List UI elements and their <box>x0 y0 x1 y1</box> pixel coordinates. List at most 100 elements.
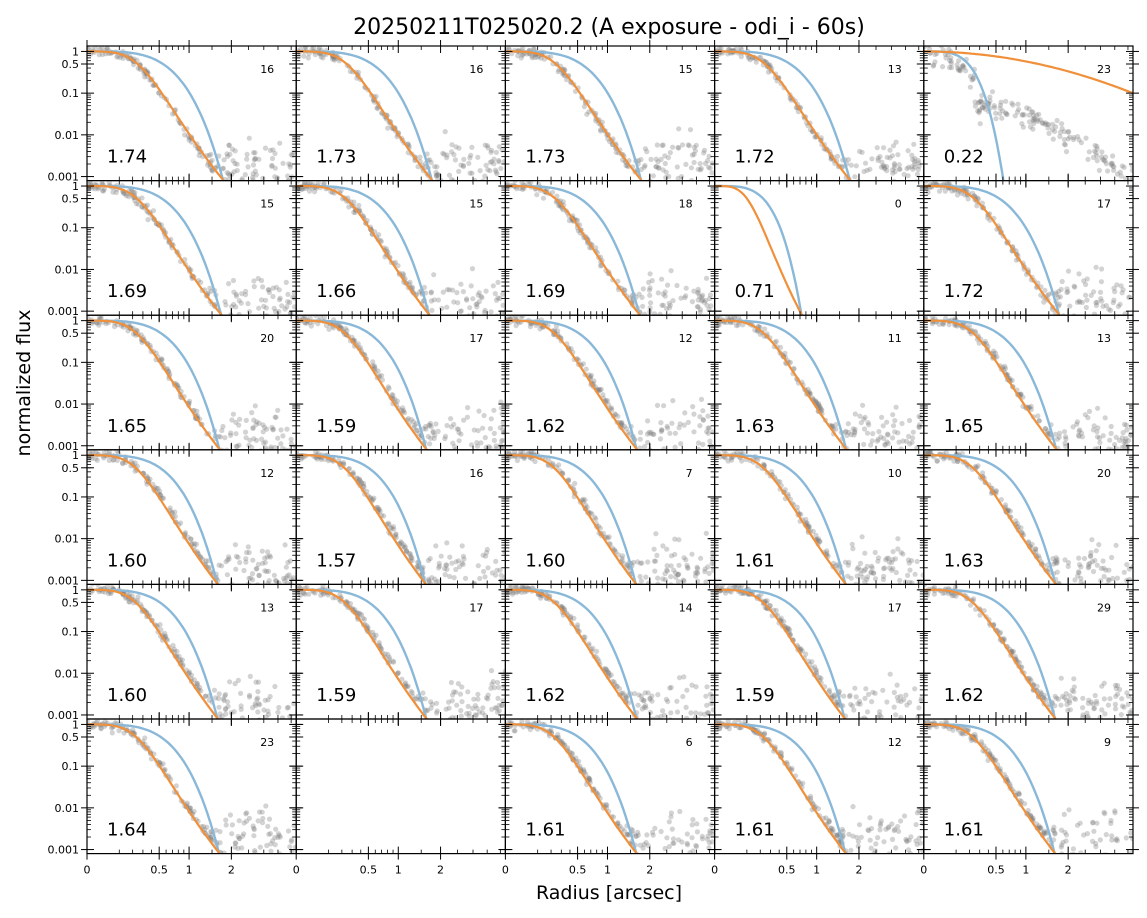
data-point <box>862 550 868 556</box>
data-point <box>135 201 142 207</box>
data-point <box>959 64 966 70</box>
data-point <box>700 292 706 298</box>
data-point <box>291 295 297 301</box>
data-point <box>483 162 489 168</box>
data-point <box>785 625 792 632</box>
data-point <box>285 450 290 455</box>
data-point <box>96 52 102 58</box>
data-point <box>145 217 151 223</box>
data-point <box>273 414 279 420</box>
data-point <box>225 318 230 323</box>
data-point <box>386 654 392 661</box>
data-point <box>1046 291 1052 297</box>
data-point <box>1010 102 1016 108</box>
data-point <box>858 567 864 573</box>
data-point <box>908 722 913 727</box>
y-tick-label: 0.5 <box>62 731 80 744</box>
data-point <box>223 822 229 828</box>
data-point <box>881 163 887 169</box>
data-point <box>864 430 871 436</box>
moffat-model-line <box>714 184 804 316</box>
data-point <box>700 417 707 423</box>
data-point <box>1061 136 1067 143</box>
data-point <box>916 705 922 711</box>
data-point <box>890 565 896 572</box>
data-point <box>682 295 688 301</box>
data-point <box>226 281 232 287</box>
data-point <box>1121 421 1128 427</box>
data-point <box>703 693 709 699</box>
data-point <box>1106 306 1112 312</box>
data-point <box>884 439 890 445</box>
data-point <box>220 448 226 450</box>
data-point <box>452 444 458 450</box>
star-count-label: 17 <box>469 601 483 614</box>
data-point <box>664 546 670 552</box>
data-point <box>598 128 604 134</box>
data-point <box>462 720 467 725</box>
data-point <box>648 300 654 306</box>
data-point <box>238 300 244 306</box>
data-point <box>302 46 308 50</box>
data-point <box>605 535 611 541</box>
data-point <box>710 567 715 573</box>
data-point <box>706 164 712 170</box>
data-point <box>911 141 917 147</box>
data-point <box>95 186 101 192</box>
data-point <box>978 99 984 105</box>
data-point <box>972 103 979 109</box>
data-point <box>428 424 434 430</box>
data-point <box>496 684 502 691</box>
data-point <box>251 157 257 163</box>
data-point <box>272 842 278 848</box>
data-point <box>480 705 486 711</box>
data-point <box>1120 287 1126 293</box>
data-point <box>1110 300 1116 306</box>
data-point <box>234 443 240 450</box>
data-point <box>229 822 235 828</box>
data-point <box>211 687 218 693</box>
data-point <box>281 450 286 455</box>
data-point <box>488 685 494 691</box>
data-point <box>1094 429 1100 435</box>
data-point <box>142 735 148 741</box>
data-point <box>233 553 240 560</box>
data-point <box>97 315 103 321</box>
data-point <box>442 129 448 135</box>
data-point <box>688 710 694 716</box>
data-point <box>233 293 239 299</box>
data-point <box>955 67 962 73</box>
data-point <box>412 423 418 429</box>
data-point <box>947 64 953 71</box>
data-point <box>969 77 975 83</box>
data-point <box>901 171 907 177</box>
data-point <box>1105 168 1111 174</box>
data-point <box>901 697 907 703</box>
data-point <box>1086 725 1091 730</box>
data-point <box>109 730 115 736</box>
data-point <box>490 283 496 289</box>
data-point <box>1085 156 1091 162</box>
data-point <box>228 312 234 316</box>
data-point <box>685 842 691 848</box>
data-point <box>925 189 931 195</box>
star-count-label: 10 <box>888 467 902 480</box>
data-point <box>852 411 858 417</box>
data-point <box>1075 569 1082 575</box>
data-point <box>252 168 258 174</box>
data-point <box>1096 167 1102 173</box>
data-point <box>441 151 447 157</box>
data-point <box>652 311 658 316</box>
data-point <box>268 841 274 847</box>
data-point <box>978 98 984 104</box>
data-point <box>444 422 450 429</box>
data-point <box>242 429 249 435</box>
data-point <box>291 149 297 155</box>
data-point <box>1058 286 1064 292</box>
data-point <box>987 98 993 104</box>
star-count-label: 13 <box>1097 332 1111 345</box>
gaussian-model-line <box>923 184 1061 316</box>
data-point <box>283 564 289 570</box>
data-point <box>862 160 869 166</box>
data-point <box>890 557 896 563</box>
